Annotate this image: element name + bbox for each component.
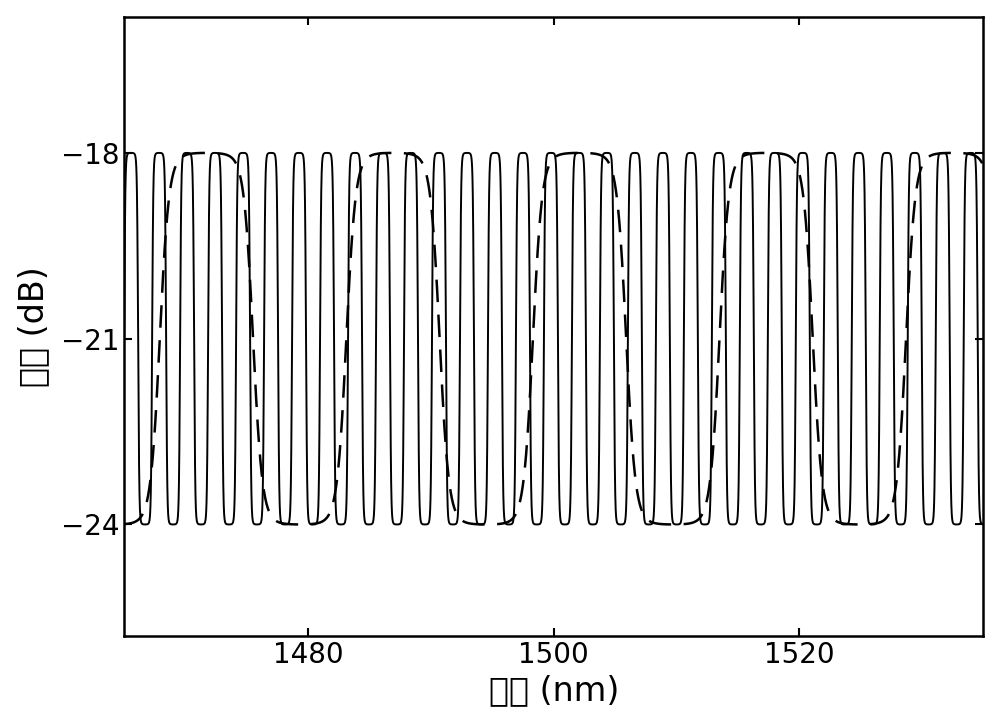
Y-axis label: 强度 (dB): 强度 (dB) [17,266,50,387]
X-axis label: 波长 (nm): 波长 (nm) [489,674,619,707]
